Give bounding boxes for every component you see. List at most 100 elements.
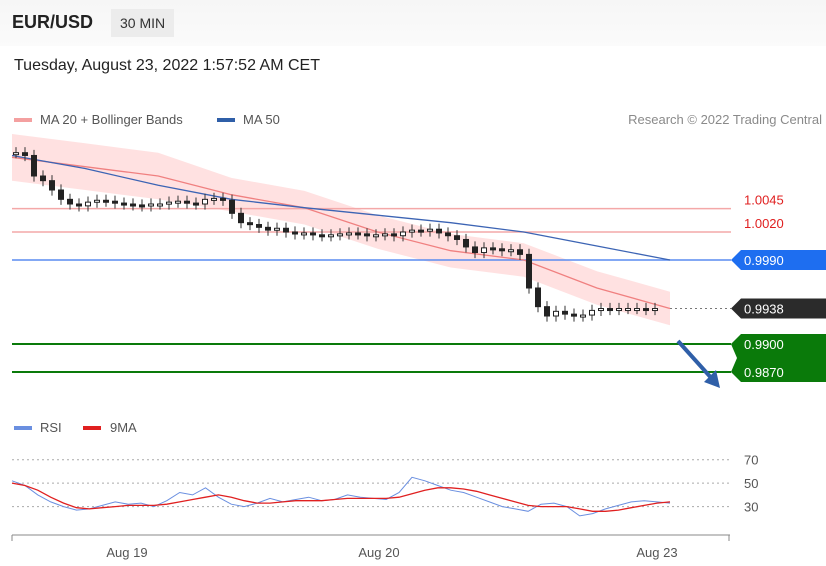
candle-body (157, 203, 163, 207)
candle-body (76, 203, 82, 207)
candle-body (58, 189, 64, 200)
candle-body (625, 308, 631, 312)
candle-body (301, 232, 307, 236)
x-tick-label: Aug 19 (106, 545, 147, 560)
rsi-tick-label: 50 (744, 476, 758, 491)
candle-body (607, 308, 613, 312)
candle-body (265, 226, 271, 231)
rsi-tick-label: 30 (744, 500, 758, 515)
candle-body (454, 235, 460, 240)
candle-body (292, 231, 298, 235)
candle-body (445, 232, 451, 237)
support-level-label: 0.9900 (744, 337, 784, 352)
candle-body (436, 228, 442, 234)
ma20-swatch (14, 117, 32, 122)
last-price-label: 0.9938 (744, 302, 784, 317)
ma50-swatch (217, 117, 235, 122)
forecast-arrow-head (704, 370, 720, 388)
legend-ma50: MA 50 (217, 112, 280, 127)
candle-body (652, 308, 658, 312)
ma9-legend-label: 9MA (110, 420, 137, 435)
forecast-arrow (676, 339, 716, 383)
ma50-legend-label: MA 50 (243, 112, 280, 127)
resistance-level-label: 1.0020 (744, 216, 784, 231)
candle-body (166, 201, 172, 205)
candle-body (211, 197, 217, 201)
candle-body (553, 310, 559, 317)
candle-body (391, 233, 397, 237)
candle-body (643, 308, 649, 312)
candle-body (22, 152, 28, 156)
candle-body (598, 308, 604, 312)
candle-body (562, 310, 568, 315)
candle-body (103, 199, 109, 203)
candle-body (337, 233, 343, 237)
candle-body (472, 246, 478, 254)
candle-body (229, 199, 235, 214)
rsi-swatch (14, 426, 32, 430)
candle-body (49, 180, 55, 191)
legend-ma20: MA 20 + Bollinger Bands (14, 112, 183, 127)
candle-body (571, 313, 577, 317)
symbol-label: EUR/USD (12, 12, 94, 32)
rsi-line (11, 476, 671, 517)
candle-body (238, 212, 244, 224)
candle-body (85, 201, 91, 207)
candle-body (364, 233, 370, 237)
header-bar: EUR/USD 30 MIN (0, 0, 826, 46)
candle-body (175, 200, 181, 204)
candle-body (373, 234, 379, 238)
rsi-tick-label: 70 (744, 453, 758, 468)
last-price-tag (731, 298, 826, 319)
candle-body (589, 309, 595, 316)
support-level-label: 0.9870 (744, 365, 784, 380)
x-tick-label: Aug 23 (636, 545, 677, 560)
candle-body (355, 232, 361, 236)
timestamp-label: Tuesday, August 23, 2022 1:57:52 AM CET (14, 57, 320, 74)
ma20-line (11, 156, 671, 310)
candle-body (508, 249, 514, 253)
candle-body (463, 238, 469, 248)
candle-body (490, 247, 496, 251)
candle-body (517, 249, 523, 255)
candle-body (319, 234, 325, 238)
ma9-swatch (83, 426, 101, 430)
candle-body (535, 287, 541, 308)
candle-body (121, 202, 127, 206)
ma50-line (11, 154, 671, 261)
support-tag (731, 334, 826, 382)
bollinger-band-area (12, 134, 670, 326)
candle-body (544, 306, 550, 317)
candle-body (94, 199, 100, 203)
candle-body (31, 154, 37, 177)
candle-body (247, 222, 253, 226)
candle-body (382, 233, 388, 237)
candle-body (526, 253, 532, 289)
candle-body (328, 234, 334, 238)
pivot-level-label: 0.9990 (744, 253, 784, 268)
candle-body (499, 248, 505, 252)
candle-body (112, 200, 118, 204)
candle-body (580, 314, 586, 318)
candle-body (184, 200, 190, 204)
pivot-tag (731, 250, 826, 270)
rsi-legend-label: RSI (40, 420, 62, 435)
ma20-legend-label: MA 20 + Bollinger Bands (40, 112, 183, 127)
candle-body (409, 229, 415, 233)
candle-body (310, 232, 316, 236)
x-tick-label: Aug 20 (358, 545, 399, 560)
credit-label: Research © 2022 Trading Central (628, 112, 822, 127)
candle-body (346, 232, 352, 236)
candle-body (202, 198, 208, 205)
candle-body (130, 203, 136, 207)
candle-body (634, 308, 640, 312)
candle-body (427, 228, 433, 232)
candle-body (481, 247, 487, 254)
candle-body (67, 198, 73, 205)
timeframe-badge[interactable]: 30 MIN (111, 9, 175, 37)
candle-body (283, 227, 289, 233)
candle-body (616, 308, 622, 312)
candle-body (418, 229, 424, 233)
ma9-line (11, 482, 671, 512)
